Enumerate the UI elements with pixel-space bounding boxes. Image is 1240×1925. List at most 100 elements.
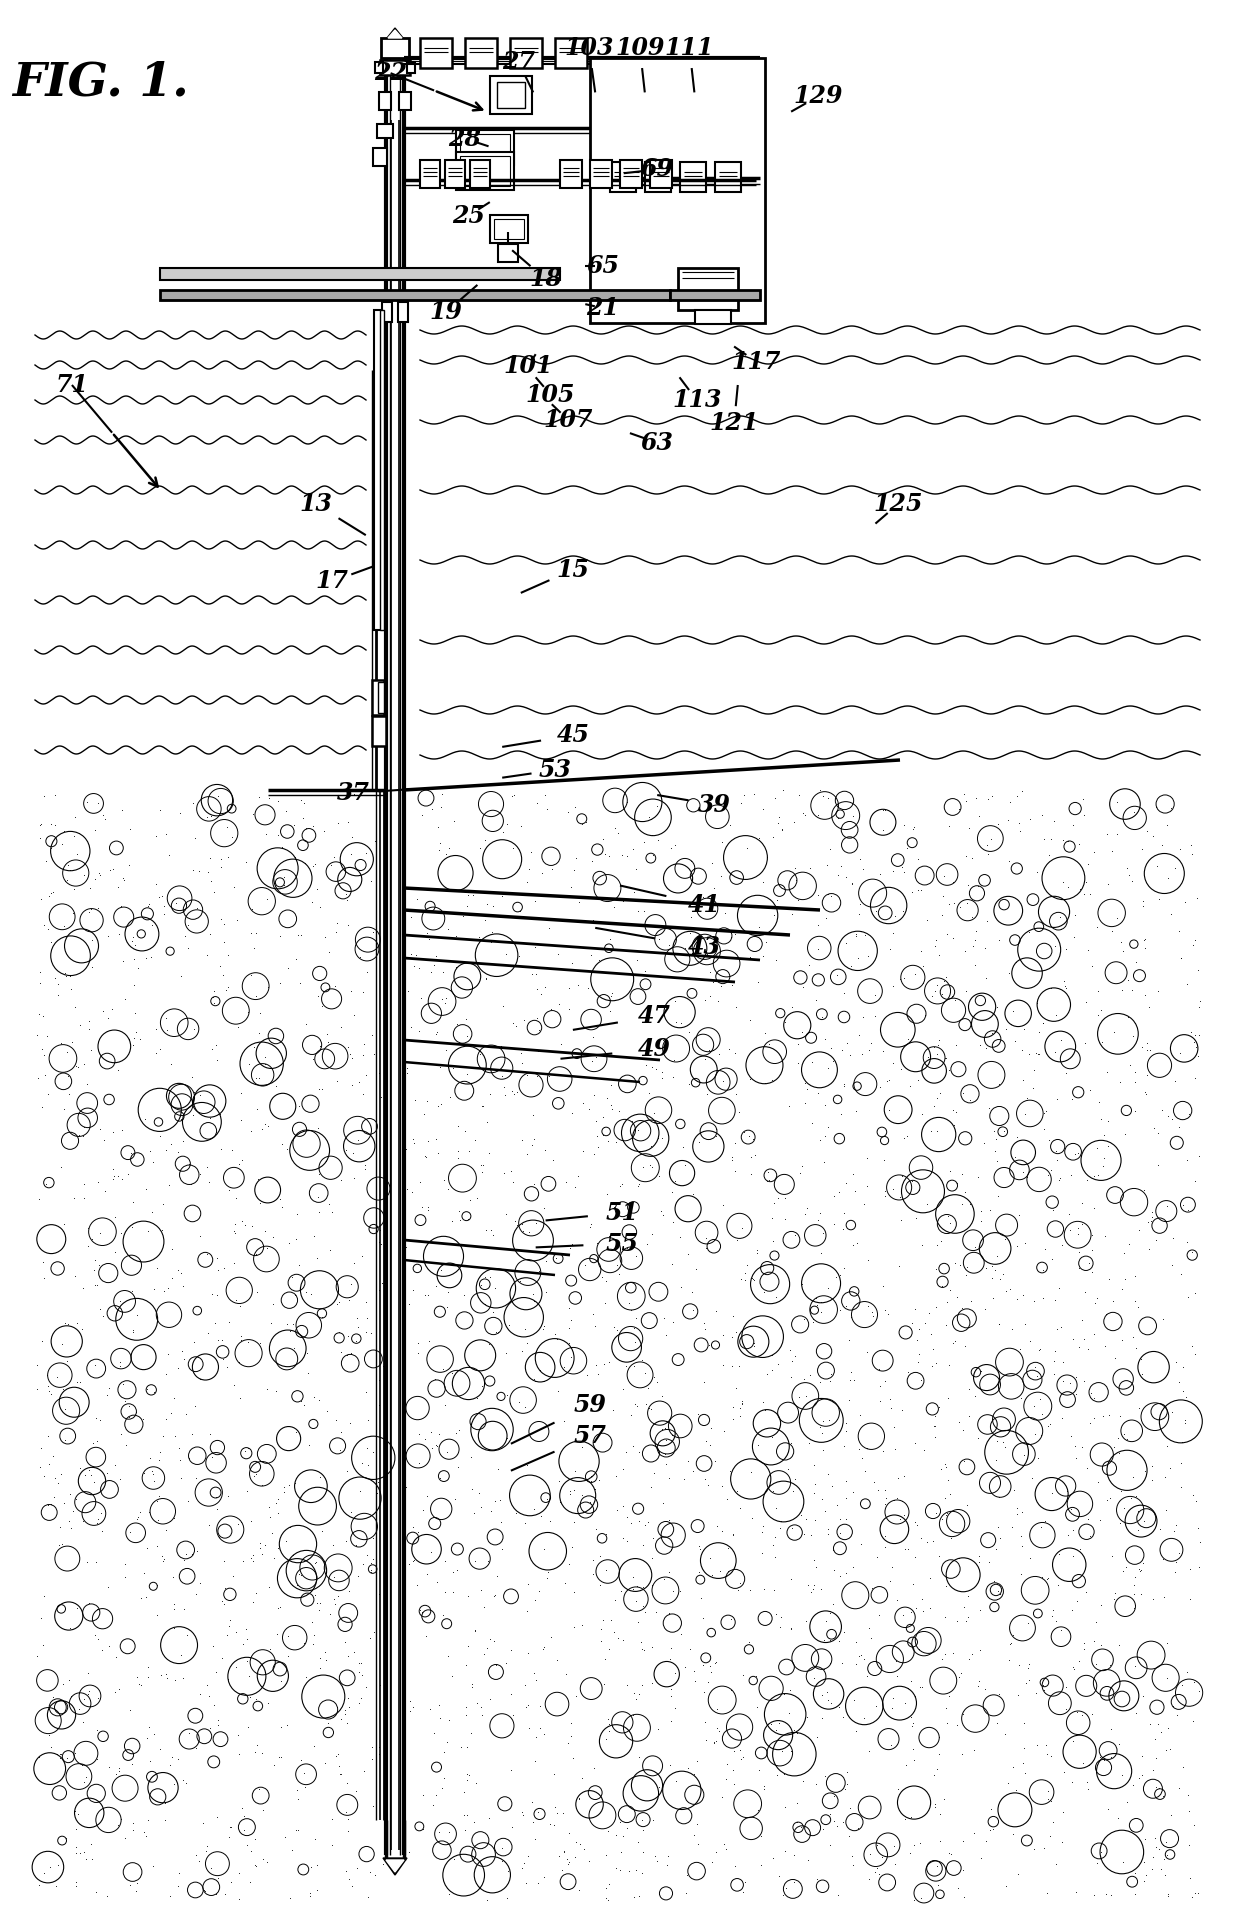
Point — [928, 1754, 947, 1784]
Point — [91, 1115, 110, 1145]
Point — [841, 1792, 861, 1823]
Point — [134, 1817, 154, 1848]
Point — [398, 976, 418, 1007]
Point — [1007, 1230, 1027, 1261]
Point — [613, 1168, 632, 1199]
Point — [507, 1076, 527, 1107]
Point — [197, 803, 217, 834]
Point — [676, 1879, 696, 1910]
Point — [169, 1858, 188, 1888]
Point — [439, 834, 459, 864]
Point — [858, 941, 878, 972]
Point — [190, 1363, 210, 1394]
Point — [1164, 1066, 1184, 1097]
Point — [1074, 799, 1094, 830]
Point — [821, 1625, 841, 1656]
Point — [324, 841, 343, 872]
Point — [784, 1865, 804, 1896]
Point — [852, 1038, 872, 1068]
Point — [1162, 1103, 1182, 1134]
Text: 43: 43 — [688, 936, 720, 959]
Point — [546, 1244, 565, 1274]
Point — [1069, 1238, 1089, 1269]
Point — [350, 1657, 370, 1688]
Point — [727, 1317, 746, 1347]
Point — [658, 1505, 678, 1536]
Point — [857, 1661, 877, 1692]
Point — [1178, 1781, 1198, 1811]
Point — [119, 1390, 139, 1421]
Point — [179, 1486, 198, 1517]
Point — [580, 1211, 600, 1242]
Point — [848, 1434, 868, 1465]
Point — [169, 1432, 188, 1463]
Point — [207, 1242, 227, 1272]
Point — [269, 1740, 289, 1771]
Point — [1044, 1194, 1064, 1224]
Point — [467, 1182, 487, 1213]
Point — [1112, 1759, 1132, 1790]
Point — [965, 1232, 985, 1263]
Point — [740, 1575, 760, 1605]
Point — [501, 1756, 521, 1786]
Point — [805, 1663, 825, 1694]
Point — [925, 1411, 945, 1442]
Point — [795, 1068, 815, 1099]
Point — [749, 822, 769, 853]
Point — [852, 1528, 872, 1559]
Point — [919, 1297, 939, 1328]
Point — [1122, 974, 1142, 1005]
Point — [237, 1613, 257, 1644]
Point — [866, 980, 885, 1011]
Point — [181, 1168, 201, 1199]
Point — [805, 1469, 825, 1500]
Point — [27, 1349, 47, 1380]
Point — [1153, 1829, 1173, 1860]
Point — [154, 1544, 174, 1575]
Point — [655, 1413, 675, 1444]
Point — [1109, 1438, 1128, 1469]
Point — [166, 887, 186, 918]
Point — [224, 1217, 244, 1247]
Point — [1089, 1159, 1109, 1190]
Point — [444, 1844, 464, 1875]
Point — [534, 1861, 554, 1892]
Point — [559, 1846, 579, 1877]
Point — [436, 1292, 456, 1322]
Point — [940, 1478, 960, 1509]
Point — [74, 1836, 94, 1867]
Point — [1045, 1036, 1065, 1066]
Point — [839, 1324, 859, 1355]
Point — [123, 1276, 143, 1307]
Point — [278, 1621, 298, 1652]
Point — [534, 1632, 554, 1663]
Point — [337, 1105, 357, 1136]
Point — [408, 1328, 428, 1359]
Point — [1127, 1496, 1147, 1527]
Point — [343, 1636, 363, 1667]
Point — [1133, 1865, 1153, 1896]
Point — [207, 1255, 227, 1286]
Point — [584, 1140, 604, 1170]
Point — [999, 957, 1019, 988]
Point — [784, 1715, 804, 1746]
Point — [1157, 1629, 1177, 1659]
Point — [960, 1373, 980, 1403]
Point — [285, 1467, 305, 1498]
Point — [538, 1061, 558, 1091]
Point — [32, 1034, 52, 1065]
Point — [317, 1707, 337, 1738]
Point — [594, 1348, 614, 1378]
Point — [671, 1009, 691, 1040]
Point — [79, 872, 99, 903]
Point — [821, 1359, 841, 1390]
Point — [728, 1475, 748, 1505]
Point — [940, 889, 960, 920]
Point — [203, 982, 223, 1013]
Polygon shape — [388, 31, 402, 38]
Point — [228, 1885, 248, 1915]
Point — [255, 1041, 275, 1072]
Point — [694, 1367, 714, 1398]
Point — [1011, 1521, 1030, 1552]
Point — [1024, 1351, 1044, 1382]
